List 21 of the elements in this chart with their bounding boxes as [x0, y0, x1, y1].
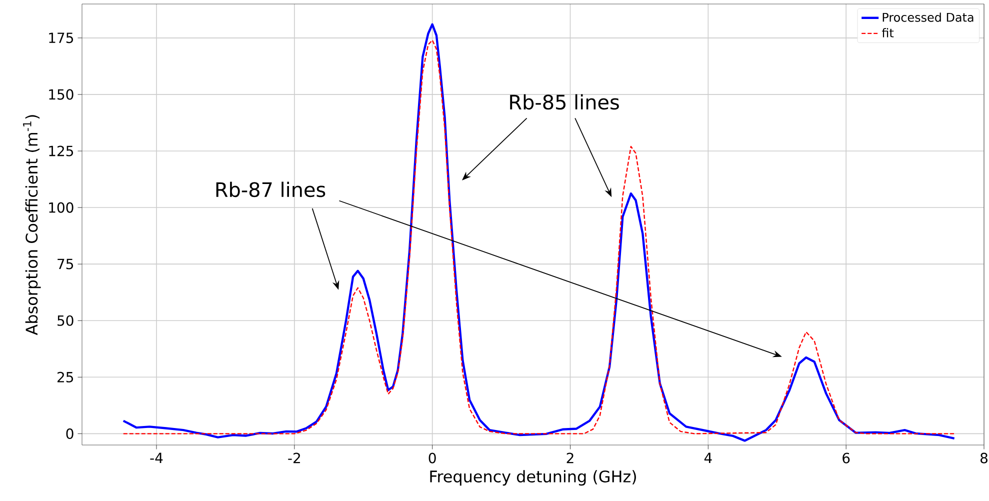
y-tick-label: 100 — [49, 202, 74, 213]
x-tick-label: 6 — [842, 452, 850, 464]
x-tick-label: 4 — [704, 452, 712, 463]
y-tick-label: 25 — [57, 372, 74, 382]
y-tick-label: 125 — [49, 146, 74, 156]
x-tick-label: -4 — [150, 452, 163, 463]
y-axis-title: Absorption Coefficient (m$^{-1}$) — [23, 115, 41, 336]
y-tick-label: 50 — [58, 315, 74, 326]
y-tick-label: 175 — [49, 32, 74, 44]
x-tick-label: 8 — [980, 452, 988, 464]
annotation: Rb-87 lines — [216, 182, 326, 198]
y-tick-label: 0 — [66, 428, 74, 439]
x-tick-label: 2 — [566, 452, 574, 464]
y-tick-label: 150 — [49, 89, 74, 100]
x-axis-title: Frequency detuning (GHz) — [430, 470, 636, 486]
x-tick-label: 0 — [428, 452, 436, 464]
legend-label: fit — [882, 28, 894, 38]
legend-label: Processed Data — [882, 12, 974, 22]
annotation: Rb-85 lines — [510, 94, 619, 110]
y-tick-label: 75 — [58, 258, 74, 270]
x-tick-label: -2 — [288, 452, 300, 464]
